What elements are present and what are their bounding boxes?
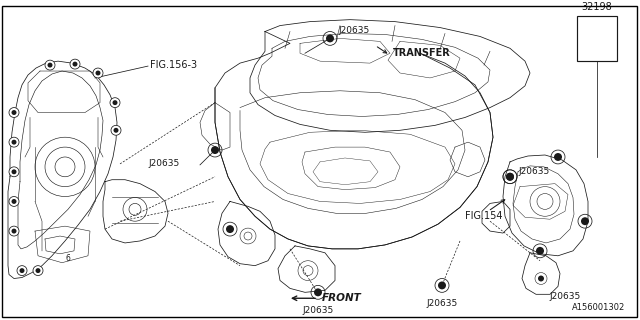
Text: A156001302: A156001302 bbox=[572, 303, 625, 312]
Circle shape bbox=[93, 68, 103, 78]
Circle shape bbox=[506, 173, 514, 181]
Circle shape bbox=[70, 59, 80, 69]
Text: J20635: J20635 bbox=[518, 167, 549, 176]
Text: 32198: 32198 bbox=[582, 2, 612, 12]
Text: J20635: J20635 bbox=[302, 306, 333, 315]
Circle shape bbox=[554, 153, 562, 161]
Circle shape bbox=[581, 217, 589, 225]
Text: FRONT: FRONT bbox=[322, 293, 362, 303]
Circle shape bbox=[9, 226, 19, 236]
Circle shape bbox=[45, 60, 55, 70]
Circle shape bbox=[12, 199, 17, 204]
Circle shape bbox=[72, 62, 77, 67]
Circle shape bbox=[506, 173, 514, 181]
Circle shape bbox=[538, 276, 544, 282]
Polygon shape bbox=[103, 180, 168, 243]
Polygon shape bbox=[278, 246, 335, 292]
Circle shape bbox=[111, 125, 121, 135]
Polygon shape bbox=[522, 253, 560, 294]
Circle shape bbox=[17, 266, 27, 276]
Bar bbox=[577, 16, 617, 61]
Circle shape bbox=[33, 266, 43, 276]
Circle shape bbox=[536, 247, 544, 255]
Text: TRANSFER: TRANSFER bbox=[393, 48, 451, 58]
Circle shape bbox=[19, 268, 24, 273]
Circle shape bbox=[9, 196, 19, 206]
Circle shape bbox=[110, 98, 120, 108]
Circle shape bbox=[9, 108, 19, 117]
Polygon shape bbox=[218, 202, 275, 266]
Circle shape bbox=[438, 282, 446, 289]
Circle shape bbox=[47, 63, 52, 68]
Text: 6: 6 bbox=[65, 254, 70, 263]
Circle shape bbox=[314, 288, 322, 296]
Circle shape bbox=[226, 225, 234, 233]
Circle shape bbox=[95, 70, 100, 76]
Polygon shape bbox=[250, 20, 530, 132]
Polygon shape bbox=[503, 155, 588, 256]
Circle shape bbox=[9, 137, 19, 147]
Circle shape bbox=[12, 110, 17, 115]
Polygon shape bbox=[8, 61, 117, 278]
Circle shape bbox=[326, 35, 334, 42]
Circle shape bbox=[35, 268, 40, 273]
Circle shape bbox=[113, 100, 118, 105]
Text: J20635: J20635 bbox=[338, 26, 369, 35]
Text: J20635: J20635 bbox=[549, 292, 580, 301]
Circle shape bbox=[211, 146, 219, 154]
Text: FIG.154: FIG.154 bbox=[465, 211, 502, 221]
Circle shape bbox=[113, 128, 118, 133]
Circle shape bbox=[12, 228, 17, 234]
Polygon shape bbox=[482, 202, 510, 233]
Text: J20635: J20635 bbox=[426, 299, 458, 308]
Circle shape bbox=[12, 169, 17, 174]
Text: FIG.156-3: FIG.156-3 bbox=[150, 60, 197, 70]
Circle shape bbox=[12, 140, 17, 145]
Circle shape bbox=[9, 167, 19, 177]
Text: J20635: J20635 bbox=[148, 159, 180, 168]
